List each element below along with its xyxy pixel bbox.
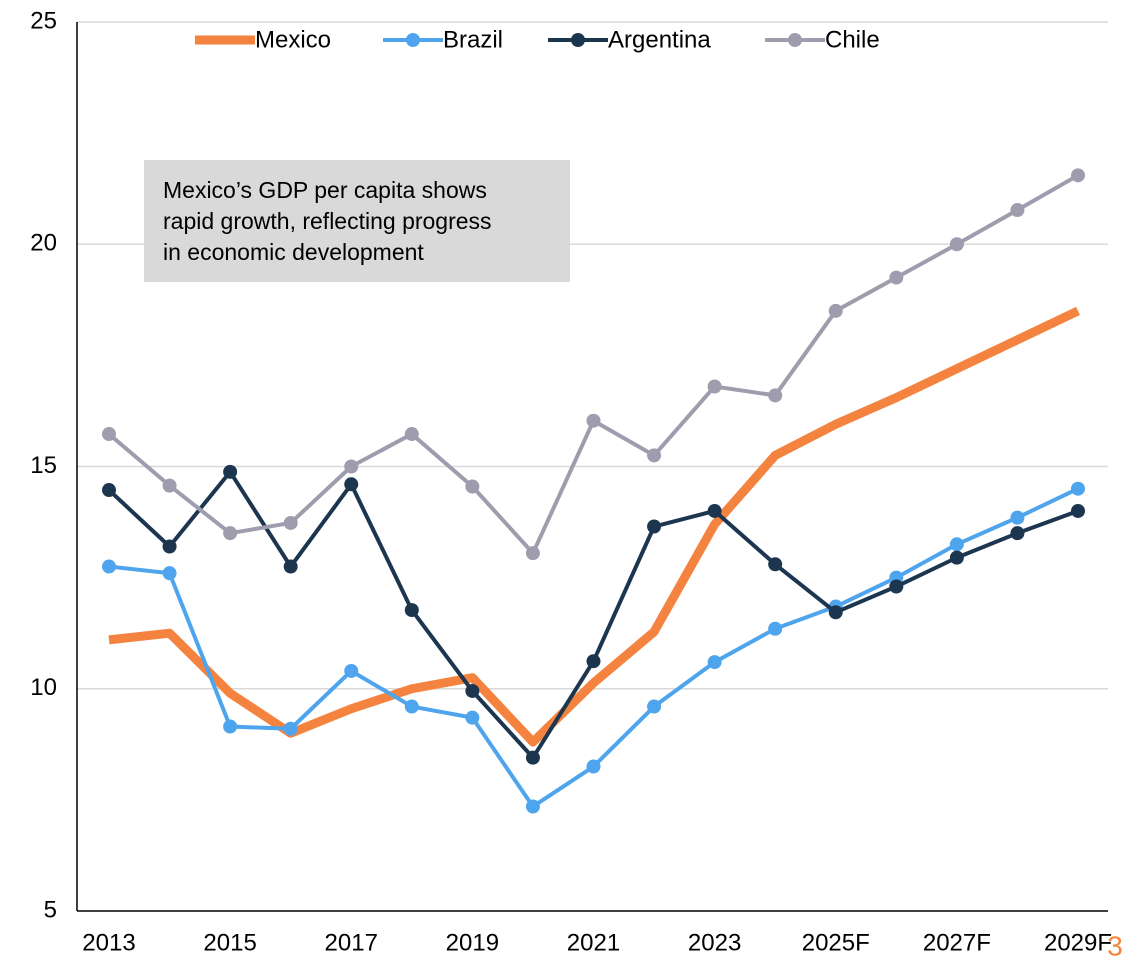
marker: [102, 483, 116, 498]
y-tick-label: 25: [30, 7, 57, 34]
x-tick-label: 2025F: [802, 929, 870, 956]
marker: [162, 566, 177, 581]
marker: [1071, 503, 1085, 518]
y-tick-label: 5: [44, 896, 57, 923]
marker: [768, 621, 783, 636]
series-line: [108, 306, 1080, 747]
x-tick-label: 2015: [203, 929, 256, 956]
x-tick-label: 2017: [325, 929, 378, 956]
x-tick-label: 2019: [446, 929, 499, 956]
marker: [647, 519, 662, 534]
marker: [1010, 526, 1025, 541]
marker: [344, 477, 359, 492]
marker: [647, 699, 662, 714]
marker: [768, 557, 783, 572]
marker: [525, 750, 540, 765]
marker: [889, 579, 904, 594]
marker: [707, 503, 722, 518]
marker: [283, 559, 298, 574]
legend-label: Chile: [825, 26, 880, 53]
marker: [162, 478, 177, 493]
marker: [102, 559, 116, 574]
y-tick-label: 10: [30, 674, 57, 701]
marker: [404, 699, 419, 714]
annotation-text: rapid growth, reflecting progress: [163, 208, 492, 234]
marker: [465, 479, 480, 494]
marker: [1071, 481, 1085, 496]
annotation-text: in economic development: [163, 239, 424, 265]
marker: [525, 799, 540, 814]
x-tick-label: 2027F: [923, 929, 991, 956]
marker: [1010, 203, 1025, 218]
marker: [707, 379, 722, 394]
marker: [949, 237, 964, 252]
marker: [162, 539, 177, 554]
marker: [707, 655, 722, 670]
marker: [283, 721, 298, 736]
annotation-box: [144, 160, 570, 282]
marker: [465, 683, 480, 698]
annotation-text: Mexico’s GDP per capita shows: [163, 177, 487, 203]
marker: [768, 388, 783, 403]
marker: [647, 448, 662, 463]
marker: [828, 605, 843, 620]
marker: [223, 719, 238, 734]
marker: [344, 663, 359, 678]
marker: [404, 603, 419, 618]
legend-marker: [571, 33, 585, 47]
marker: [889, 270, 904, 285]
legend-label: Mexico: [255, 26, 331, 53]
marker: [102, 427, 116, 442]
x-tick-label: 2023: [688, 929, 741, 956]
legend-marker: [406, 33, 420, 47]
series-line: [107, 469, 1079, 760]
series-line: [108, 486, 1079, 809]
x-tick-label: 2013: [82, 929, 135, 956]
legend-marker: [788, 33, 802, 47]
marker: [1071, 168, 1085, 183]
marker: [949, 550, 964, 565]
legend-label: Argentina: [608, 26, 711, 53]
legend-label: Brazil: [443, 26, 503, 53]
marker: [586, 654, 601, 669]
marker: [828, 303, 843, 318]
marker: [949, 537, 964, 552]
marker: [404, 427, 419, 442]
page-number: 3: [1107, 930, 1123, 961]
x-tick-label: 2021: [567, 929, 620, 956]
marker: [586, 759, 601, 774]
marker: [283, 515, 298, 530]
marker: [586, 413, 601, 428]
marker: [525, 546, 540, 561]
marker: [223, 464, 238, 479]
marker: [1010, 510, 1025, 525]
y-tick-label: 20: [30, 230, 57, 257]
marker: [465, 710, 480, 725]
y-tick-label: 15: [30, 452, 57, 479]
x-tick-label: 2029F: [1044, 929, 1112, 956]
marker: [344, 459, 359, 474]
marker: [223, 526, 238, 541]
